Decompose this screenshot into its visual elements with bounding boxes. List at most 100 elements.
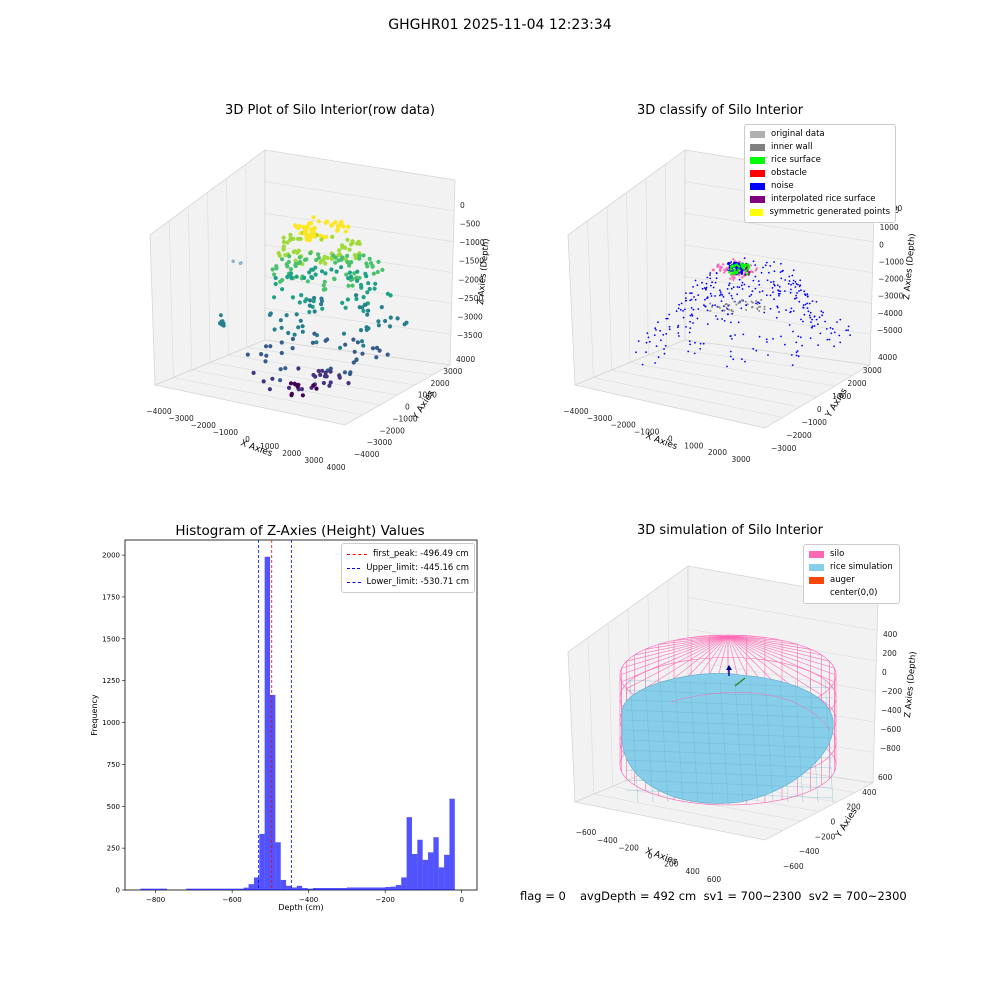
panel2-point-noise bbox=[831, 328, 834, 330]
panel2-point-noise bbox=[760, 271, 763, 274]
panel1-point bbox=[343, 229, 348, 234]
panel1-point bbox=[357, 253, 362, 258]
histogram-bar bbox=[140, 888, 168, 890]
panel1-point bbox=[363, 271, 368, 276]
panel2-point-wall bbox=[763, 308, 766, 311]
panel1-point bbox=[320, 306, 325, 311]
panel2-point-interp bbox=[741, 276, 744, 279]
panel1-point bbox=[337, 252, 342, 257]
panel2-point-noise bbox=[795, 351, 798, 354]
panel2-point-noise bbox=[740, 284, 743, 287]
panel2-point-interp bbox=[722, 263, 725, 266]
panel4-silo-roof-rib bbox=[727, 635, 835, 683]
histogram-bar bbox=[422, 859, 429, 890]
panel2-point-noise bbox=[706, 276, 709, 279]
panel2-point-noise bbox=[659, 329, 661, 332]
legend-label: auger bbox=[830, 575, 855, 585]
panel2-point-noise bbox=[845, 329, 848, 332]
panel2-point-noise bbox=[655, 345, 658, 347]
panel1-point bbox=[285, 274, 290, 280]
panel2-point-noise bbox=[706, 323, 709, 325]
panel1-point bbox=[367, 286, 372, 292]
panel2-point-noise bbox=[801, 344, 803, 347]
panel2-point-noise bbox=[775, 316, 778, 319]
panel2-point-noise bbox=[811, 318, 813, 321]
panel2-point-noise bbox=[839, 318, 842, 321]
panel2-point-interp bbox=[723, 271, 726, 274]
histogram-x-tick: −400 bbox=[299, 896, 318, 904]
panel2-point-wall bbox=[730, 309, 733, 312]
panel2-point-noise bbox=[710, 295, 713, 297]
panel2-point-noise bbox=[798, 300, 801, 303]
panel1-point bbox=[333, 260, 338, 265]
panel3-plot-area bbox=[124, 539, 478, 891]
panel2-point-noise bbox=[797, 355, 800, 358]
panel2-point-noise bbox=[740, 307, 743, 310]
panel2-point-noise bbox=[641, 363, 644, 366]
panel2-point-noise bbox=[689, 292, 691, 295]
panel2-point-interp bbox=[749, 264, 752, 267]
panel2-point-wall bbox=[760, 299, 763, 301]
panel1-point bbox=[361, 253, 366, 258]
panel2-point-noise bbox=[790, 354, 793, 356]
panel1-point bbox=[272, 295, 277, 300]
panel1-point bbox=[251, 370, 256, 375]
p2-x-tick: −1000 bbox=[634, 428, 660, 437]
panel2-point-noise bbox=[758, 283, 761, 286]
panel2-point-noise bbox=[792, 282, 794, 285]
panel3-histogram: −800 −600 −400 −200 0 0 250 500 750 1000 1250 1500 1… bbox=[90, 539, 478, 912]
panel2-point-noise bbox=[744, 360, 746, 363]
panel2-point-rice bbox=[729, 268, 733, 271]
panel2-point-wall bbox=[755, 300, 758, 303]
panel2-point-noise bbox=[693, 296, 695, 298]
panel1-point bbox=[372, 286, 377, 291]
panel4-silo-roof-rib bbox=[626, 635, 729, 662]
p4-x-tick: −200 bbox=[618, 844, 639, 853]
panel1-point bbox=[307, 303, 312, 308]
panel2-point-noise bbox=[685, 297, 687, 299]
panel2-point-noise bbox=[704, 298, 706, 301]
panel2-point-noise bbox=[806, 302, 809, 305]
histogram-bar bbox=[401, 877, 407, 890]
panel1-point bbox=[297, 255, 302, 260]
panel2-point-noise bbox=[788, 275, 791, 278]
panel1-point bbox=[387, 324, 393, 329]
panel2-point-noise bbox=[690, 298, 693, 301]
panel4-silo-roof-rib bbox=[727, 635, 830, 662]
panel1-point bbox=[274, 264, 279, 269]
panel4-rice-mesh bbox=[704, 679, 714, 803]
panel2-point-noise bbox=[714, 281, 717, 284]
panel2-point-noise bbox=[654, 362, 656, 364]
panel2-point-noise bbox=[806, 293, 809, 295]
panel2-point-noise bbox=[719, 289, 721, 292]
panel2-point-interp bbox=[717, 263, 720, 266]
panel1-point bbox=[388, 315, 393, 320]
panel1-point bbox=[323, 220, 328, 225]
legend-item: noise bbox=[750, 180, 890, 193]
panel2-point-noise bbox=[715, 272, 718, 275]
panel4-rice-mesh bbox=[659, 679, 669, 803]
panel2-point-noise bbox=[819, 332, 822, 335]
panel1-3d-scatter: −4000−3000−2000−100001000200030004000−40… bbox=[146, 149, 492, 472]
panel1-point bbox=[259, 352, 264, 357]
panel2-point-noise bbox=[729, 350, 732, 353]
panel1-point bbox=[330, 234, 335, 239]
legend-item: symmetric generated points bbox=[750, 206, 890, 219]
panel2-point-wall bbox=[744, 300, 747, 303]
panel2-point-noise bbox=[790, 307, 793, 310]
panel2-point-wall bbox=[756, 308, 759, 311]
panel4-rice-mesh bbox=[644, 679, 654, 803]
histogram-bar bbox=[312, 887, 347, 890]
panel2-point-noise bbox=[678, 335, 680, 337]
panel1-point bbox=[309, 228, 315, 234]
legend-item: auger bbox=[809, 574, 894, 587]
panel2-point-noise bbox=[677, 326, 679, 329]
panel1-point bbox=[285, 240, 290, 245]
panel2-point-noise bbox=[703, 287, 706, 289]
histogram-bar bbox=[444, 854, 450, 890]
p1-x-tick: 4000 bbox=[326, 463, 345, 472]
panel1-point bbox=[312, 295, 317, 301]
panel1-point bbox=[312, 331, 317, 336]
panel4-title: 3D simulation of Silo Interior bbox=[637, 523, 823, 538]
panel2-point-noise bbox=[772, 291, 774, 293]
